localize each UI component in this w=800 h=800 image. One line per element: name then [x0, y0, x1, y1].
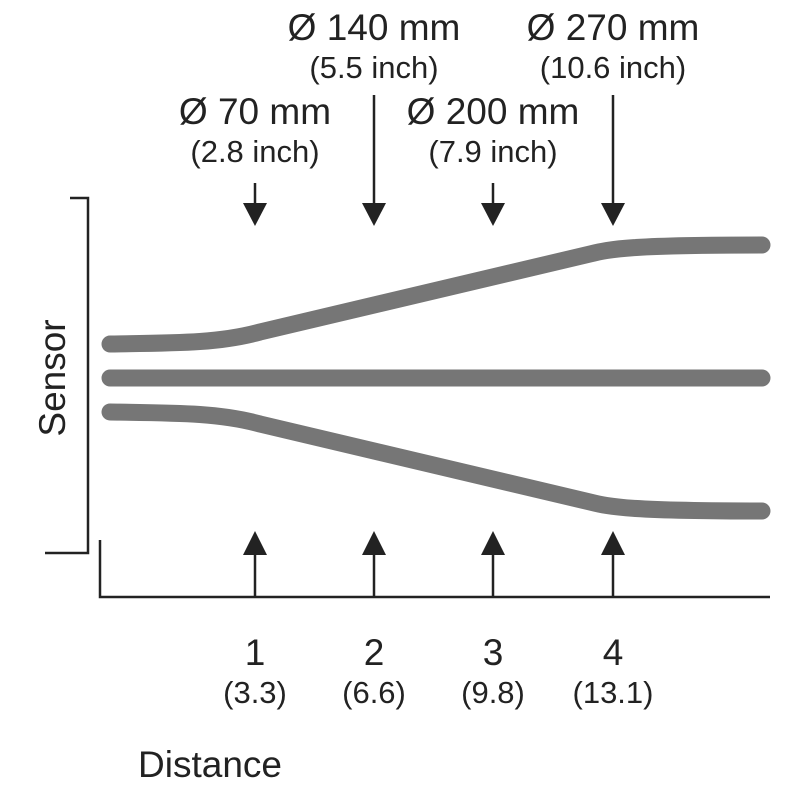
- distance-alt: (13.1): [573, 675, 654, 710]
- distance-value: 4: [603, 632, 624, 673]
- arrows: [243, 95, 625, 597]
- distance-axis: [98, 540, 770, 599]
- distance-alt: (3.3): [223, 675, 287, 710]
- beam-lower: [101, 403, 771, 520]
- diameter-label: Ø 270 mm: [527, 7, 700, 48]
- distance-alt: (9.8): [461, 675, 525, 710]
- distance-value: 2: [364, 632, 385, 673]
- diameter-inch-label: (10.6 inch): [540, 50, 686, 85]
- diameter-label: Ø 70 mm: [179, 91, 331, 132]
- sensor-bracket: [45, 196, 90, 555]
- diameter-inch-label: (7.9 inch): [428, 134, 557, 169]
- distance-value: 1: [245, 632, 266, 673]
- sensor-label: Sensor: [32, 319, 73, 436]
- beam-upper: [101, 236, 771, 353]
- diameter-inch-label: (2.8 inch): [190, 134, 319, 169]
- distance-alt: (6.6): [342, 675, 406, 710]
- diameter-label: Ø 140 mm: [288, 7, 461, 48]
- distance-label: Distance: [138, 744, 282, 785]
- distance-value: 3: [483, 632, 504, 673]
- diameter-inch-label: (5.5 inch): [309, 50, 438, 85]
- diameter-label: Ø 200 mm: [407, 91, 580, 132]
